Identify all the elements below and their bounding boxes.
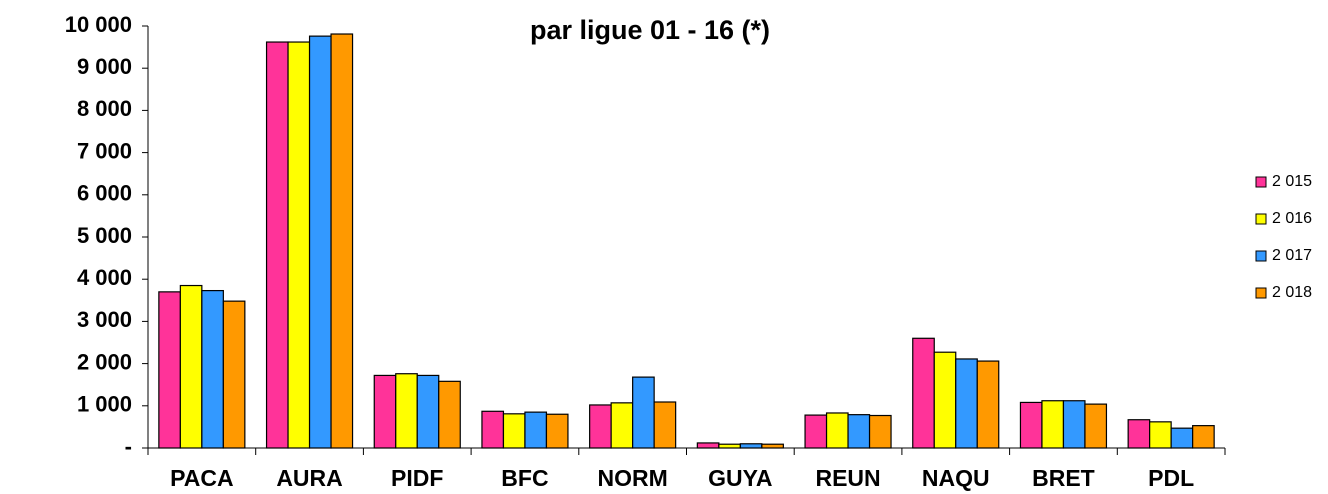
bar [761,443,784,449]
legend-label: 2 015 [1272,173,1312,190]
y-tick-label: 1 000 [77,392,132,417]
y-tick-label: 7 000 [77,138,132,163]
y-tick-label: 10 000 [65,12,132,37]
bar [1149,421,1172,449]
bar [1019,401,1043,449]
bar [739,443,763,449]
bar [438,380,461,449]
x-tick-label: BRET [1032,465,1095,491]
bar [868,414,892,449]
bar [976,360,1000,449]
bar [1192,425,1215,449]
x-tick-label: GUYA [708,465,772,491]
y-tick-label: 4 000 [77,265,132,290]
bar [308,35,332,449]
x-tick-label: PACA [170,465,233,491]
bar [632,376,655,449]
y-tick-label: 5 000 [77,223,132,248]
bar [847,414,871,449]
legend-swatch [1255,176,1267,188]
legend-label: 2 017 [1272,247,1312,264]
bar [158,291,181,449]
legend-swatch [1255,250,1267,262]
x-tick-label: REUN [815,465,880,491]
bar [610,402,634,449]
bar [653,401,677,449]
bar [1084,403,1108,449]
bar [373,374,397,449]
bar [1170,427,1194,449]
legend-swatch [1255,213,1267,225]
bar [201,289,224,449]
bar [287,41,311,449]
bar [1062,400,1086,449]
legend-label: 2 018 [1272,284,1312,301]
bar [1041,400,1065,449]
chart-title: par ligue 01 - 16 (*) [530,15,770,45]
y-tick-label: 9 000 [77,54,132,79]
bar [912,337,935,449]
legend-swatch [1255,287,1267,299]
bar [502,413,526,449]
bar [955,358,978,449]
bar [265,41,289,449]
bar [933,351,957,449]
bar [222,300,246,449]
bar [395,373,418,449]
x-tick-label: PDL [1148,465,1194,491]
y-tick-label: - [125,434,132,459]
x-tick-label: PIDF [391,465,443,491]
bar [524,411,548,449]
bar [696,442,720,449]
bar [1127,419,1151,449]
legend-label: 2 016 [1272,210,1312,227]
bar [804,414,828,449]
y-tick-label: 2 000 [77,349,132,374]
bar [589,404,612,449]
x-tick-label: BFC [501,465,548,491]
x-tick-label: AURA [276,465,342,491]
bar [330,33,354,449]
bar [825,412,849,449]
bar [481,410,505,449]
y-tick-label: 8 000 [77,96,132,121]
x-tick-label: NAQU [922,465,990,491]
bar [179,284,203,449]
x-tick-label: NORM [598,465,668,491]
bar [416,374,440,449]
bar [718,443,741,449]
y-tick-label: 3 000 [77,307,132,332]
y-tick-label: 6 000 [77,181,132,206]
bar [545,413,569,449]
